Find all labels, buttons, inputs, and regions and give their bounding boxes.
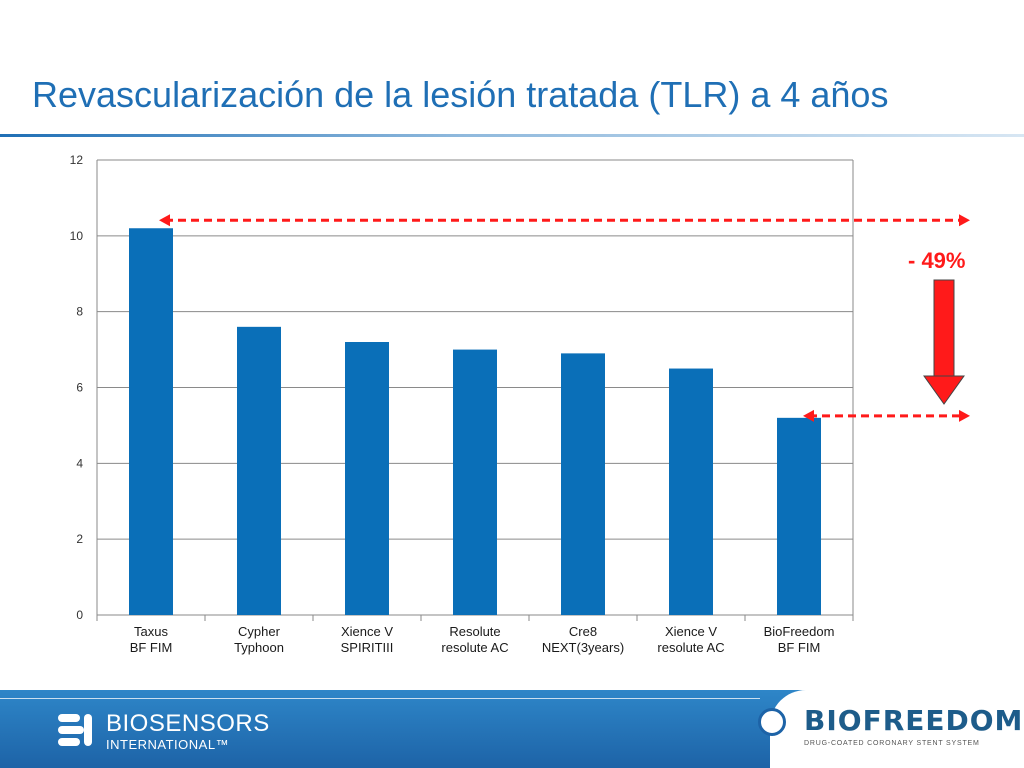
brand-name: BIOFREEDOM™ [804,704,1024,737]
x-category-label: resolute AC [441,640,508,655]
y-tick-label: 2 [76,532,83,546]
footer-divider [0,698,760,699]
y-tick-label: 10 [70,229,84,243]
bar [453,349,497,615]
reduction-arrow-head [923,375,965,405]
company-name: BIOSENSORS [106,710,270,737]
reduction-arrow-shaft [933,279,955,377]
x-category-label: Xience V [665,624,717,639]
slide-title: Revascularización de la lesión tratada (… [32,74,889,115]
bar [669,368,713,615]
y-tick-label: 6 [76,381,83,395]
brand-tagline: DRUG-COATED CORONARY STENT SYSTEM [804,740,980,747]
reference-arrow-bottom-head-right [959,409,970,422]
x-category-label: Resolute [449,624,500,639]
company-subtitle: INTERNATIONAL™ [106,737,230,752]
y-tick-label: 12 [70,153,84,167]
x-category-label: Xience V [341,624,393,639]
reduction-label: - 49% [908,248,966,273]
title-underline [0,134,1024,137]
bar [345,342,389,615]
reference-arrow-bottom-head-left [803,409,814,422]
bar [777,417,821,615]
y-tick-label: 8 [76,305,83,319]
x-category-label: Taxus [134,624,168,639]
brand-panel [770,690,1024,768]
x-category-label: Cre8 [569,624,597,639]
reference-arrow-top-head-right [959,214,970,227]
x-category-label: Typhoon [234,640,284,655]
x-category-label: NEXT(3years) [542,640,624,655]
brand-decoration-icon [758,708,786,736]
reference-arrow-top-head-left [159,214,170,227]
footer-bar: BIOSENSORS INTERNATIONAL™ BIOFREEDOM™ DR… [0,690,1024,768]
y-tick-label: 0 [76,608,83,622]
x-category-label: BF FIM [130,640,173,655]
x-category-label: SPIRITIII [341,640,394,655]
biosensors-logo-icon [58,714,92,746]
y-tick-label: 4 [76,456,83,470]
bar [129,228,173,615]
bar [237,326,281,615]
x-category-label: BF FIM [778,640,821,655]
x-category-label: Cypher [238,624,281,639]
x-category-label: BioFreedom [764,624,835,639]
bar [561,353,605,615]
x-category-label: resolute AC [657,640,724,655]
